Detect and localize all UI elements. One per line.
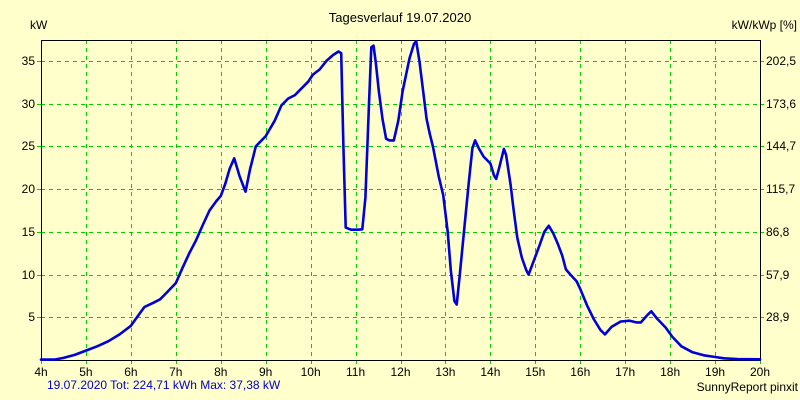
x-axis-label: 11h: [345, 365, 366, 379]
x-axis-label: 10h: [300, 365, 321, 379]
y-axis-label-left: 30: [21, 96, 35, 111]
x-axis-label: 4h: [34, 365, 48, 379]
y-axis-label-left: 20: [21, 182, 35, 197]
y-axis-label-left: 35: [21, 53, 35, 68]
x-axis-label: 16h: [570, 365, 591, 379]
y-axis-label-right: 86,8: [766, 224, 790, 239]
left-axis-unit-label: kW: [30, 18, 48, 32]
right-axis-unit-label: kW/kWp [%]: [731, 18, 797, 32]
y-axis-label-left: 15: [21, 224, 35, 239]
x-axis-label: 13h: [435, 365, 456, 379]
plot-frame: [41, 40, 761, 361]
y-axis-label-right: 57,9: [766, 267, 790, 282]
totals-annotation: 19.07.2020 Tot: 224,71 kWh Max: 37,38 kW: [47, 378, 281, 392]
x-axis-label: 14h: [480, 365, 501, 379]
y-axis-label-left: 5: [28, 310, 35, 325]
chart-title: Tagesverlauf 19.07.2020: [328, 10, 472, 25]
y-axis-label-left: 25: [21, 139, 35, 154]
x-axis-label: 7h: [169, 365, 183, 379]
x-axis-label: 18h: [660, 365, 681, 379]
x-axis-label: 20h: [749, 365, 771, 379]
y-axis-label-right: 28,9: [766, 310, 790, 325]
y-axis-label-right: 115,7: [766, 182, 796, 197]
x-axis-label: 12h: [390, 365, 411, 379]
x-axis-label: 17h: [615, 365, 636, 379]
y-axis-label-right: 202,5: [766, 53, 797, 68]
y-axis-label-left: 10: [21, 267, 35, 282]
x-axis-label: 15h: [525, 365, 546, 379]
x-axis-label: 9h: [259, 365, 273, 379]
x-axis-label: 5h: [79, 365, 93, 379]
y-axis-label-right: 173,6: [766, 96, 797, 111]
x-axis-label: 8h: [214, 365, 228, 379]
x-axis-label: 6h: [124, 365, 138, 379]
report-credit: SunnyReport pinxit: [696, 380, 798, 394]
y-axis-label-right: 144,7: [766, 139, 797, 154]
x-axis-label: 19h: [705, 365, 726, 379]
power-curve: [39, 39, 762, 361]
